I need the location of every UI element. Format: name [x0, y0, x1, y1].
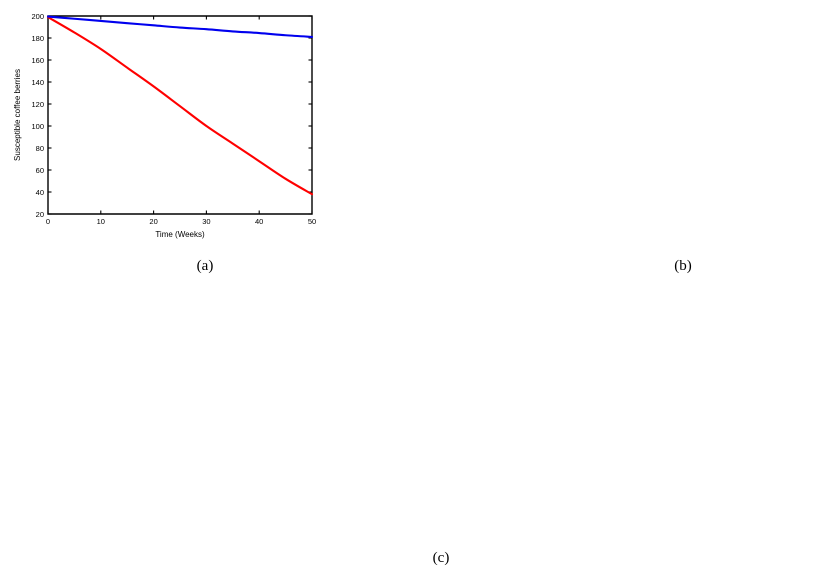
x-tick-label: 40 [255, 217, 263, 226]
x-tick-label: 50 [308, 217, 316, 226]
x-axis-a: 0 10 20 30 40 50 [46, 16, 316, 226]
y-tick-label: 40 [36, 188, 44, 197]
subplot-a: 20 40 60 80 100 120 140 160 180 200 0 10 20 30 40 50 Tim… [0, 0, 420, 250]
y-tick-label: 120 [31, 100, 44, 109]
series-line-beta_h = beta_c = 0 (i.e., with out contact rate) [46, 15, 314, 38]
y-tick-label: 80 [36, 144, 44, 153]
caption-a: (a) [196, 258, 214, 274]
y-axis-a: 20 40 60 80 100 120 140 160 180 200 [31, 12, 312, 219]
y-axis-title: Susceptible coffee berries [13, 69, 22, 161]
x-tick-label: 10 [97, 217, 105, 226]
y-tick-label: 200 [31, 12, 44, 21]
x-axis-title: Time (Weeks) [155, 230, 205, 239]
y-tick-label: 180 [31, 34, 44, 43]
y-tick-label: 140 [31, 78, 44, 87]
y-tick-label: 20 [36, 210, 44, 219]
subplot-c [236, 292, 580, 542]
y-tick-label: 100 [31, 122, 44, 131]
series-line-beta_h != 0, beta_c != 0 (i.e., with contact rate) [46, 16, 314, 196]
plot-box-a [47, 15, 313, 215]
y-tick-label: 60 [36, 166, 44, 175]
series-group-a [46, 15, 314, 196]
caption-c: (c) [432, 550, 450, 566]
caption-b: (b) [674, 258, 692, 274]
y-tick-label: 160 [31, 56, 44, 65]
x-tick-label: 30 [202, 217, 210, 226]
chart-a: 20 40 60 80 100 120 140 160 180 200 0 10 20 30 40 50 Tim… [13, 12, 316, 239]
x-tick-label: 20 [149, 217, 157, 226]
subplot-b [478, 0, 822, 250]
x-tick-label: 0 [46, 217, 50, 226]
